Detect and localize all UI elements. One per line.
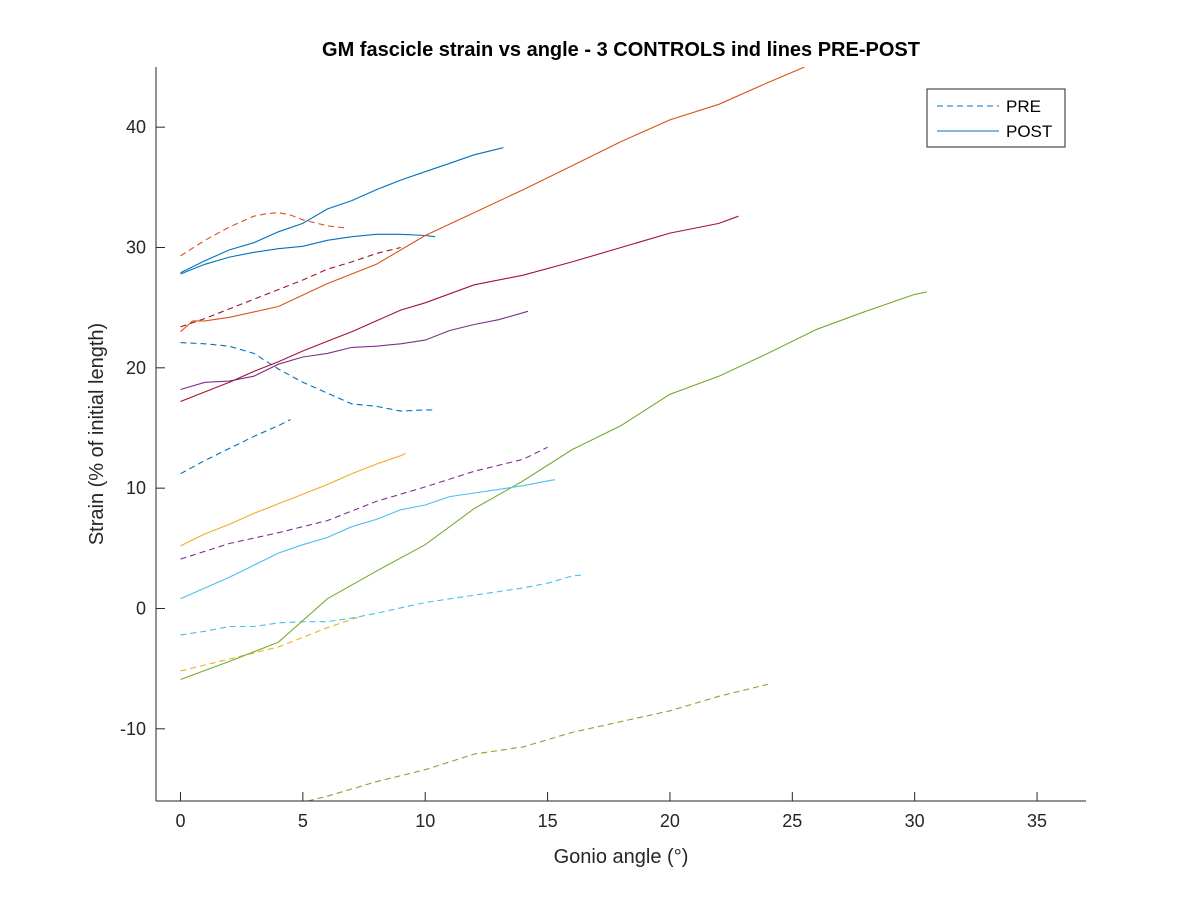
y-tick-label: 10 [126,478,146,498]
x-ticks: 0 5 10 15 20 25 30 35 [175,792,1047,831]
y-axis-label: Strain (% of initial length) [86,323,108,545]
y-tick-label: 0 [136,598,146,618]
post-series-line-10 [180,67,805,333]
legend: PRE POST [926,88,1066,148]
x-tick-label: 35 [1027,811,1047,831]
pre-series-line-2 [180,212,347,257]
x-tick-label: 0 [175,811,185,831]
post-series-line-15 [180,215,739,403]
post-series-line-13 [180,291,928,681]
y-tick-label: 30 [126,237,146,257]
x-tick-label: 20 [660,811,680,831]
legend-box [926,88,1066,148]
pre-series-line-4 [180,446,548,560]
pre-series-line-1 [180,342,433,412]
chart-title: GM fascicle strain vs angle - 3 CONTROLS… [322,39,920,61]
plot-area [156,67,1086,801]
pre-series-line-0 [180,419,291,475]
x-axis-label: Gonio angle (°) [554,846,689,868]
post-series-line-14 [180,479,555,600]
x-tick-label: 25 [782,811,802,831]
post-series-line-12 [180,310,529,391]
y-ticks: -10 0 10 20 30 40 [120,117,165,739]
x-tick-label: 30 [905,811,925,831]
pre-series-line-6 [180,574,585,636]
x-tick-label: 10 [415,811,435,831]
pre-series-line-5 [307,683,768,801]
y-tick-label: -10 [120,719,146,739]
pre-series-line-3 [180,615,365,672]
y-tick-label: 40 [126,117,146,137]
series-layer [180,67,928,801]
y-tick-label: 20 [126,358,146,378]
x-tick-label: 15 [538,811,558,831]
post-series-line-9 [180,233,436,275]
legend-pre-label: PRE [1006,97,1041,116]
post-series-line-11 [180,452,406,547]
x-tick-label: 5 [298,811,308,831]
legend-post-label: POST [1006,122,1052,141]
post-series-line-8 [180,147,504,274]
